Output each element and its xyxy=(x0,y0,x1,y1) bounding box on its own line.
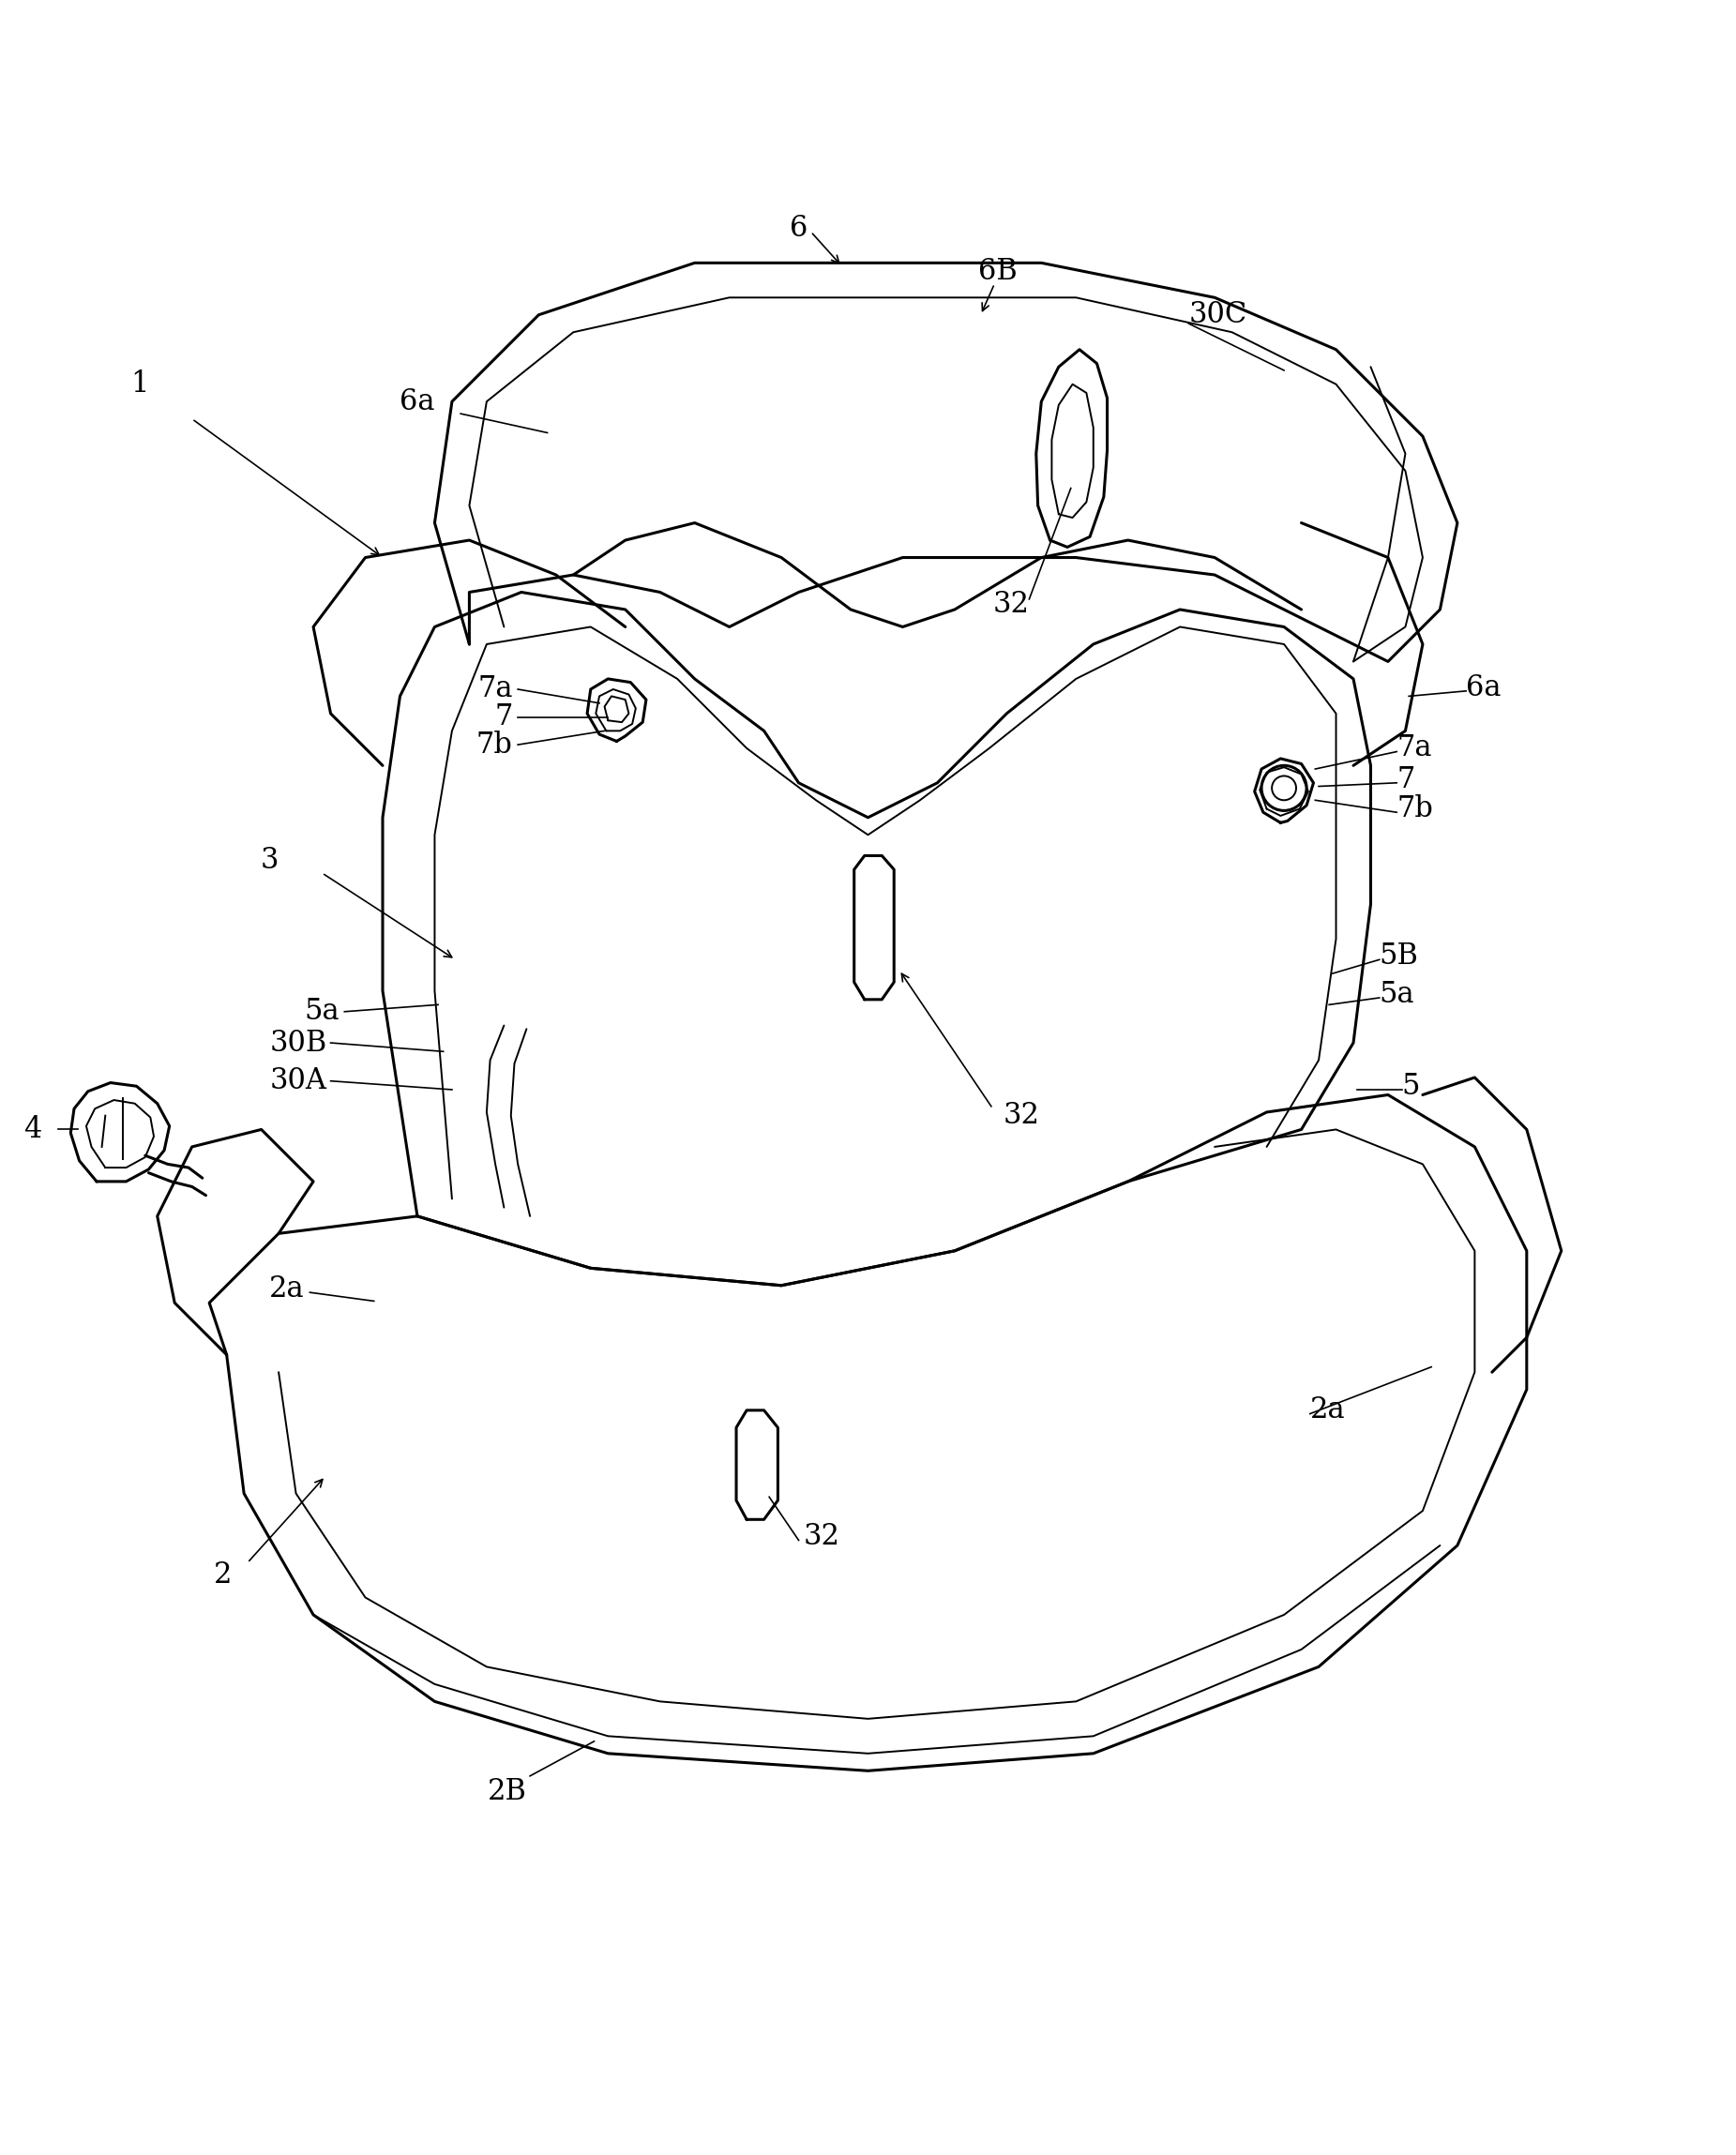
Text: 6a: 6a xyxy=(399,388,436,416)
Text: 32: 32 xyxy=(1003,1101,1040,1129)
Text: 30C: 30C xyxy=(1189,300,1246,330)
Text: 5B: 5B xyxy=(1380,942,1418,970)
Text: 5: 5 xyxy=(1403,1071,1420,1101)
Text: 7: 7 xyxy=(495,703,512,731)
Text: 6B: 6B xyxy=(979,256,1017,287)
Text: 5a: 5a xyxy=(304,998,339,1026)
Text: 2B: 2B xyxy=(488,1778,528,1806)
Text: 4: 4 xyxy=(24,1114,42,1144)
Text: 30A: 30A xyxy=(271,1067,326,1095)
Text: 7a: 7a xyxy=(477,675,512,705)
Text: 7a: 7a xyxy=(1397,733,1432,763)
Text: 2: 2 xyxy=(214,1560,233,1590)
Text: 1: 1 xyxy=(130,371,149,399)
Text: 6a: 6a xyxy=(1465,672,1502,703)
Text: 7b: 7b xyxy=(1397,795,1434,823)
Text: 32: 32 xyxy=(993,590,1029,618)
Text: 2a: 2a xyxy=(1311,1396,1345,1424)
Text: 3: 3 xyxy=(260,847,279,875)
Text: 30B: 30B xyxy=(269,1028,326,1058)
Text: 7b: 7b xyxy=(476,731,512,759)
Text: 2a: 2a xyxy=(269,1274,304,1304)
Text: 32: 32 xyxy=(804,1521,840,1552)
Text: 5a: 5a xyxy=(1380,981,1415,1009)
Text: 6: 6 xyxy=(790,213,807,244)
Text: 7: 7 xyxy=(1397,765,1415,793)
